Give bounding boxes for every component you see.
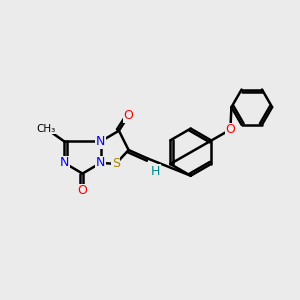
Text: N: N bbox=[96, 156, 105, 170]
Text: O: O bbox=[225, 123, 235, 136]
Text: N: N bbox=[60, 156, 69, 170]
Text: N: N bbox=[96, 135, 105, 148]
Text: CH₃: CH₃ bbox=[36, 124, 56, 134]
Text: O: O bbox=[124, 109, 134, 122]
Text: S: S bbox=[112, 158, 120, 170]
Text: O: O bbox=[78, 184, 87, 197]
Text: H: H bbox=[151, 165, 160, 178]
